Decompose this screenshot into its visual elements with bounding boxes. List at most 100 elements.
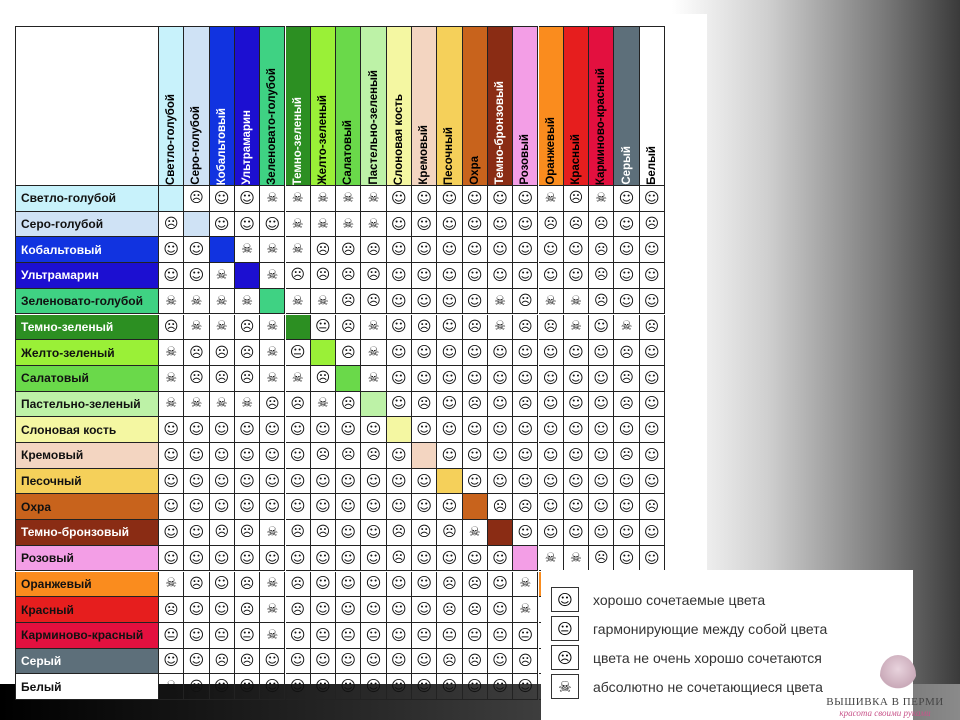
smile-icon: ☺ (289, 445, 306, 464)
match-cell: ☺ (209, 417, 235, 443)
match-cell: ☠ (260, 571, 286, 598)
match-cell: ☺ (538, 365, 564, 392)
match-cell: ☠ (260, 365, 286, 392)
smile-icon: ☺ (644, 471, 660, 490)
match-cell: ☹ (513, 648, 539, 675)
frown-icon: ☹ (442, 575, 457, 592)
match-cell: ☺ (336, 648, 362, 675)
diagonal-cell (209, 237, 235, 264)
smile-icon: ☺ (568, 420, 584, 439)
frown-icon: ☹ (239, 601, 255, 618)
match-cell: ☺ (386, 674, 412, 700)
match-cell: ☺ (386, 494, 412, 521)
skull-icon: ☠ (317, 216, 329, 232)
match-cell: ☺ (386, 391, 412, 418)
frown-icon: ☹ (265, 395, 280, 412)
match-cell: ☹ (234, 314, 261, 341)
neutral-face-icon: 😐 (340, 625, 357, 644)
match-cell: ☺ (234, 674, 261, 700)
match-cell: ☹ (639, 211, 665, 238)
frown-icon: ☹ (644, 498, 660, 515)
match-cell: ☺ (234, 417, 261, 443)
frown-icon: ☹ (551, 645, 579, 670)
smile-icon: ☺ (264, 420, 281, 439)
match-cell: ☺ (234, 494, 261, 521)
match-cell: ☺ (209, 186, 235, 212)
smile-icon: ☺ (492, 445, 508, 464)
row-header-label: Серо-голубой (21, 217, 104, 232)
smile-icon: ☺ (391, 317, 407, 336)
match-cell: ☺ (386, 365, 412, 392)
match-cell: 😐 (412, 622, 438, 649)
diagonal-cell (336, 365, 362, 392)
match-cell: ☹ (614, 340, 640, 366)
match-cell: ☠ (285, 288, 311, 315)
watermark-title: ВЫШИВКА В ПЕРМИ (826, 696, 944, 708)
match-cell: ☺ (310, 494, 337, 521)
smile-icon: ☺ (391, 600, 407, 619)
diagonal-cell (184, 211, 210, 238)
match-cell: ☹ (209, 520, 235, 546)
match-cell: ☺ (386, 288, 412, 315)
match-cell: ☠ (310, 288, 337, 315)
frown-icon: ☹ (239, 370, 255, 387)
frown-icon: ☹ (467, 601, 483, 618)
match-cell: ☺ (285, 674, 311, 700)
match-cell: ☹ (336, 237, 362, 264)
smile-icon: ☺ (517, 420, 534, 439)
column-header: Розовый (513, 26, 539, 186)
smile-icon: ☺ (188, 497, 205, 516)
match-cell: ☠ (487, 314, 514, 341)
match-cell: ☺ (184, 494, 210, 521)
skull-icon: ☠ (266, 319, 279, 335)
match-cell: ☺ (285, 443, 311, 469)
match-cell: ☹ (310, 263, 337, 289)
match-cell: ☺ (260, 443, 286, 469)
frown-icon: ☹ (442, 601, 457, 618)
match-cell: ☺ (538, 443, 564, 469)
match-cell: ☺ (336, 468, 362, 495)
match-cell: ☺ (538, 520, 564, 546)
match-cell: ☺ (513, 211, 539, 238)
match-cell: ☹ (159, 597, 185, 623)
smile-icon: ☺ (618, 522, 635, 541)
smile-icon: ☺ (517, 343, 534, 362)
match-cell: ☺ (184, 237, 210, 264)
match-cell: ☹ (437, 648, 463, 675)
smile-icon: ☺ (315, 651, 331, 670)
match-cell: ☹ (563, 186, 590, 212)
smile-icon: ☺ (466, 445, 483, 464)
frown-icon: ☹ (593, 241, 609, 258)
match-cell: 😐 (437, 622, 463, 649)
smile-icon: ☺ (551, 587, 579, 612)
row-header: Песочный (15, 468, 159, 495)
match-cell: ☺ (386, 622, 412, 649)
skull-icon: ☠ (215, 396, 228, 412)
match-cell: ☺ (361, 597, 387, 623)
match-cell: ☺ (563, 468, 590, 495)
frown-icon: ☹ (391, 524, 407, 541)
frown-icon: ☹ (442, 652, 457, 669)
frown-icon: ☹ (189, 190, 204, 207)
match-cell: ☺ (589, 417, 615, 443)
frown-icon: ☹ (340, 267, 356, 284)
smile-icon: ☺ (593, 394, 610, 413)
match-cell: 😐 (310, 622, 337, 649)
match-cell: ☺ (159, 648, 185, 675)
frown-icon: ☹ (189, 344, 204, 361)
column-header-label: Кобальтовый (215, 107, 228, 185)
skull-icon: ☠ (551, 674, 579, 699)
match-cell: ☠ (260, 314, 286, 341)
row-header-label: Пастельно-зеленый (21, 396, 141, 411)
match-cell: ☺ (361, 417, 387, 443)
smile-icon: ☺ (416, 677, 432, 696)
match-cell: ☺ (462, 340, 488, 366)
smile-icon: ☺ (618, 291, 635, 310)
match-cell: ☠ (361, 211, 387, 238)
column-header-label: Салатовый (342, 119, 355, 185)
frown-icon: ☹ (340, 447, 356, 464)
smile-icon: ☺ (644, 420, 660, 439)
skull-icon: ☠ (494, 293, 506, 309)
match-cell: ☺ (386, 263, 412, 289)
match-cell: ☺ (336, 417, 362, 443)
